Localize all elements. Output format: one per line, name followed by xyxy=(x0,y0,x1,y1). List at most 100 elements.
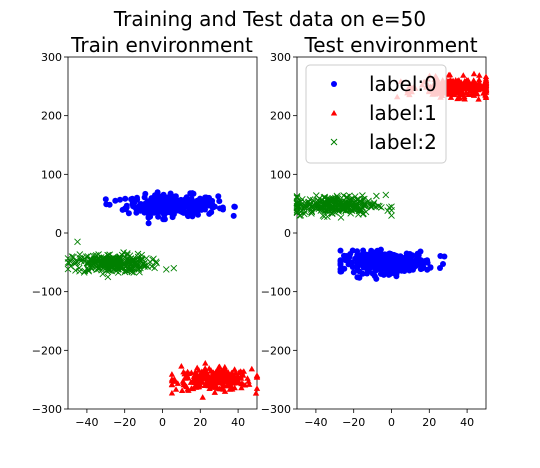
x-tick-label: 0 xyxy=(388,416,395,429)
data-point xyxy=(253,374,261,380)
data-point xyxy=(215,379,223,386)
data-point xyxy=(129,195,136,202)
data-point xyxy=(227,373,234,379)
data-point xyxy=(445,72,452,78)
data-point xyxy=(450,85,457,91)
data-point xyxy=(80,258,88,265)
data-point xyxy=(248,365,255,372)
data-point xyxy=(340,192,347,199)
data-point xyxy=(122,195,129,202)
data-point xyxy=(126,252,134,260)
data-point xyxy=(253,385,261,391)
data-point xyxy=(178,363,185,369)
data-point xyxy=(414,253,421,260)
data-point xyxy=(368,201,375,209)
data-point xyxy=(320,213,328,220)
data-point xyxy=(305,200,313,208)
data-point xyxy=(142,190,149,197)
data-point xyxy=(147,213,154,220)
data-point xyxy=(308,208,316,216)
data-point xyxy=(185,387,192,393)
data-point xyxy=(383,267,390,273)
legend-entry-label0: label:0 xyxy=(331,72,437,96)
data-point xyxy=(237,375,245,381)
data-point xyxy=(386,271,393,278)
data-point xyxy=(293,192,301,200)
data-point xyxy=(475,76,483,83)
data-point xyxy=(297,211,305,219)
data-point xyxy=(125,210,132,217)
data-point xyxy=(206,210,213,217)
data-point xyxy=(482,82,490,88)
data-point xyxy=(293,203,301,211)
y-tick-label: 0 xyxy=(284,227,291,240)
y-tick-label: 200 xyxy=(41,110,62,123)
data-point xyxy=(341,200,349,207)
data-point xyxy=(112,197,119,204)
data-point xyxy=(471,81,479,87)
data-point xyxy=(238,380,245,387)
data-point xyxy=(360,264,367,271)
data-point xyxy=(70,253,77,261)
data-point xyxy=(348,207,356,215)
legend-marker-circle xyxy=(331,81,337,87)
data-point xyxy=(322,199,330,206)
x-tick-label: −20 xyxy=(113,416,136,429)
y-tick-label: −300 xyxy=(32,403,62,416)
data-point xyxy=(117,196,123,203)
data-point xyxy=(480,90,487,96)
data-point xyxy=(199,394,206,400)
data-point xyxy=(159,204,166,211)
data-point xyxy=(183,383,190,390)
data-point xyxy=(245,378,252,384)
data-point xyxy=(246,381,253,387)
data-point xyxy=(151,264,158,272)
y-tick-label: 300 xyxy=(270,51,291,64)
data-point xyxy=(379,256,386,262)
data-point xyxy=(99,270,107,278)
data-point xyxy=(143,254,150,262)
data-point xyxy=(380,271,387,278)
data-point xyxy=(377,246,384,253)
data-point xyxy=(190,200,197,207)
data-point xyxy=(345,261,352,268)
data-point xyxy=(337,247,344,254)
data-point xyxy=(150,255,157,263)
figure-suptitle: Training and Test data on e=50 xyxy=(113,7,426,31)
data-point xyxy=(96,255,103,262)
legend-marker-triangle xyxy=(330,110,338,116)
data-point xyxy=(138,251,146,259)
data-point xyxy=(360,247,367,254)
data-point xyxy=(231,203,238,210)
y-tick-label: 200 xyxy=(270,110,291,123)
data-point xyxy=(170,378,178,384)
data-point xyxy=(153,259,160,267)
data-point xyxy=(356,254,363,261)
data-point xyxy=(99,261,106,268)
data-point xyxy=(463,89,470,95)
data-point xyxy=(452,77,459,83)
legend-label: label:2 xyxy=(369,130,437,154)
data-point xyxy=(192,382,199,389)
data-point xyxy=(184,211,191,218)
x-tick-label: −20 xyxy=(342,416,365,429)
data-point xyxy=(441,253,448,260)
data-point xyxy=(202,194,209,201)
data-point xyxy=(102,196,109,203)
data-point xyxy=(160,216,167,223)
data-point xyxy=(371,273,378,280)
data-point xyxy=(72,267,79,274)
data-point xyxy=(362,258,369,265)
data-point xyxy=(221,388,229,394)
data-point xyxy=(453,87,460,94)
data-point xyxy=(134,250,142,258)
data-point xyxy=(376,203,383,210)
data-point xyxy=(480,85,487,92)
data-point xyxy=(76,251,84,258)
data-point xyxy=(162,266,170,273)
data-point xyxy=(337,260,344,267)
data-point xyxy=(375,263,381,269)
data-point xyxy=(98,266,105,274)
data-point xyxy=(357,197,364,205)
data-point xyxy=(123,204,130,211)
